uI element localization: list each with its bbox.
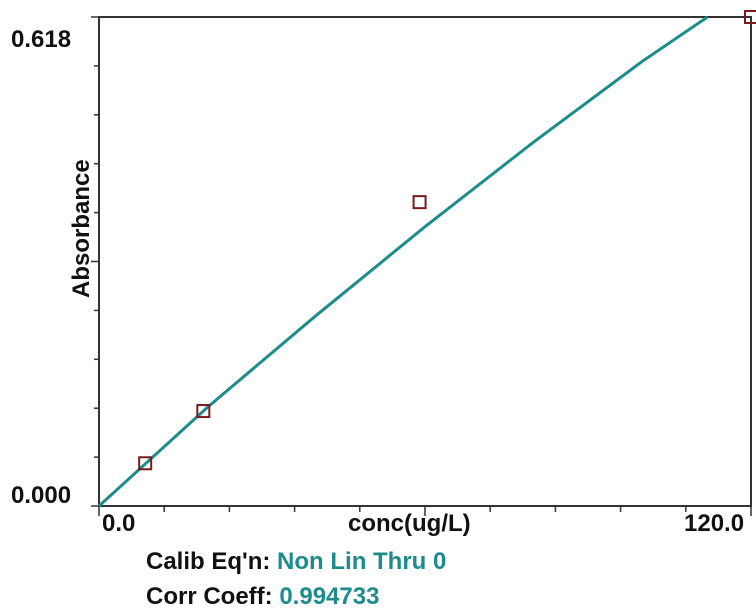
data-point-marker <box>744 10 756 24</box>
calib-equation-label: Calib Eq'n: <box>146 548 271 575</box>
calibration-fit-line <box>97 15 709 508</box>
y-tick-label-max: 0.618 <box>11 26 71 53</box>
y-axis-title: Absorbance <box>68 159 95 298</box>
x-tick-label-max: 120.0 <box>684 510 744 537</box>
corr-coeff-value: 0.994733 <box>279 583 380 610</box>
plot-frame <box>98 16 752 507</box>
calib-equation-row: Calib Eq'n: Non Lin Thru 0 <box>146 548 446 576</box>
data-point-marker <box>412 195 427 210</box>
corr-coeff-label: Corr Coeff: <box>146 583 273 610</box>
data-point-marker <box>196 404 211 419</box>
x-tick-label-min: 0.0 <box>102 510 135 537</box>
calib-equation-value: Non Lin Thru 0 <box>277 548 447 575</box>
x-axis-title: conc(ug/L) <box>348 510 471 537</box>
data-point-marker <box>138 456 153 471</box>
y-tick-label-min: 0.000 <box>11 482 71 509</box>
x-axis-ticks <box>98 506 752 516</box>
y-axis-ticks <box>91 16 99 507</box>
data-points <box>138 10 756 471</box>
corr-coeff-row: Corr Coeff: 0.994733 <box>146 583 379 611</box>
